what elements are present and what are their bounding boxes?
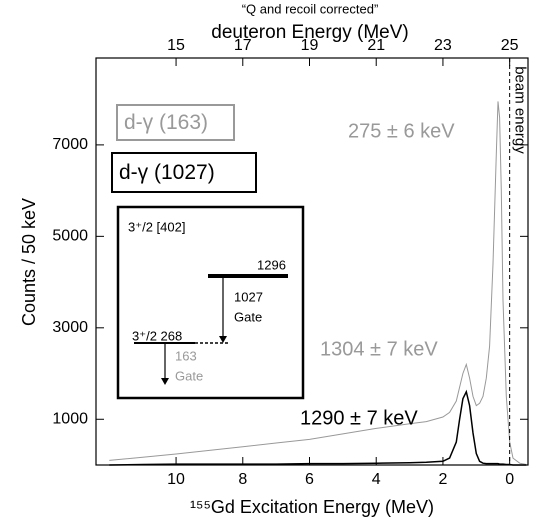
x-tick-label: 10 xyxy=(167,471,185,488)
plot-frame xyxy=(95,57,529,466)
inset-label: 3⁺/2 268 xyxy=(132,328,182,343)
x2-tick-label: 25 xyxy=(501,37,519,54)
x2-axis-label: deuteron Energy (MeV) xyxy=(211,22,409,43)
inset-label: 3⁺/2 [402] xyxy=(128,219,185,234)
legend-box xyxy=(116,104,235,141)
inset-label: 1296 xyxy=(257,257,286,272)
series-line xyxy=(109,389,527,466)
x2-tick-label: 17 xyxy=(234,37,252,54)
x2-tick-label: 21 xyxy=(367,37,385,54)
inset-label: Gate xyxy=(234,309,262,324)
y-tick-label: 3000 xyxy=(52,319,88,336)
x-tick-label: 2 xyxy=(438,471,447,488)
y-axis-label: Counts / 50 keV xyxy=(19,198,39,326)
x-tick-label: 0 xyxy=(505,471,514,488)
beam-label: beam energy xyxy=(512,66,529,154)
inset-box xyxy=(116,205,305,400)
legend-label: d-γ (1027) xyxy=(119,161,215,184)
x-tick-label: 8 xyxy=(238,471,247,488)
x-axis-label: ¹⁵⁵Gd Excitation Energy (MeV) xyxy=(190,497,434,517)
x2-tick-label: 19 xyxy=(301,37,319,54)
inset-label: 1027 xyxy=(234,289,263,304)
y-tick-label: 5000 xyxy=(52,228,88,245)
x-tick-label: 6 xyxy=(305,471,314,488)
arrow-head xyxy=(161,378,169,385)
inset-label: Gate xyxy=(175,368,203,383)
annotation: 275 ± 6 keV xyxy=(348,120,455,142)
annotation: 1290 ± 7 keV xyxy=(300,407,418,429)
x2-tick-label: 15 xyxy=(167,37,185,54)
inset-diagram: 3⁺/2 [402] 1296 1027 Gate 3⁺/2 268 163 G… xyxy=(116,205,305,400)
inset-label: 163 xyxy=(175,348,197,363)
annotation: 1304 ± 7 keV xyxy=(320,338,438,360)
legend-box xyxy=(111,152,257,193)
top-note: “Q and recoil corrected” xyxy=(242,1,379,16)
y-tick-label: 1000 xyxy=(52,410,88,427)
x2-tick-label: 23 xyxy=(434,37,452,54)
x-tick-label: 4 xyxy=(372,471,381,488)
legend-label: d-γ (163) xyxy=(124,111,208,134)
series-line xyxy=(109,101,527,465)
y-tick-label: 7000 xyxy=(52,136,88,153)
arrow-head xyxy=(219,336,227,343)
